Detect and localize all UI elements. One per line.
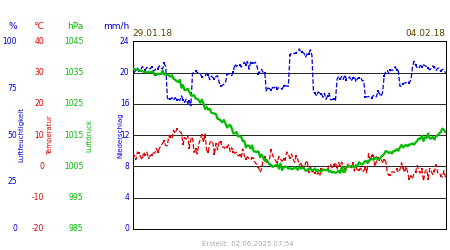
Text: Luftfeuchtigkeit: Luftfeuchtigkeit [18,108,25,162]
Text: mm/h: mm/h [104,22,130,31]
Text: hPa: hPa [67,22,83,31]
Text: 12: 12 [120,130,130,140]
Text: 25: 25 [8,178,17,186]
Text: Erstellt: 02.06.2025 07:54: Erstellt: 02.06.2025 07:54 [202,242,293,248]
Text: 1005: 1005 [64,162,83,171]
Text: 0: 0 [12,224,17,233]
Text: 50: 50 [7,130,17,140]
Text: 100: 100 [3,37,17,46]
Text: 995: 995 [68,193,83,202]
Text: 1035: 1035 [64,68,83,77]
Text: 04.02.18: 04.02.18 [405,28,446,38]
Text: °C: °C [33,22,44,31]
Text: 20: 20 [120,68,130,77]
Text: 30: 30 [34,68,44,77]
Text: 0: 0 [125,224,130,233]
Text: 8: 8 [125,162,130,171]
Text: 20: 20 [35,99,44,108]
Text: -20: -20 [32,224,44,233]
Text: 1045: 1045 [64,37,83,46]
Text: 16: 16 [120,99,130,108]
Text: 0: 0 [39,162,44,171]
Text: 10: 10 [35,130,44,140]
Text: 29.01.18: 29.01.18 [133,28,173,38]
Text: 4: 4 [125,193,130,202]
Text: 24: 24 [120,37,130,46]
Text: 985: 985 [69,224,83,233]
Text: Luftdruck: Luftdruck [86,118,92,152]
Text: -10: -10 [32,193,44,202]
Text: 1025: 1025 [64,99,83,108]
Text: 40: 40 [34,37,44,46]
Text: 75: 75 [7,84,17,92]
Text: %: % [9,22,17,31]
Text: Niederschlag: Niederschlag [117,112,124,158]
Text: Temperatur: Temperatur [47,115,54,155]
Text: 1015: 1015 [64,130,83,140]
